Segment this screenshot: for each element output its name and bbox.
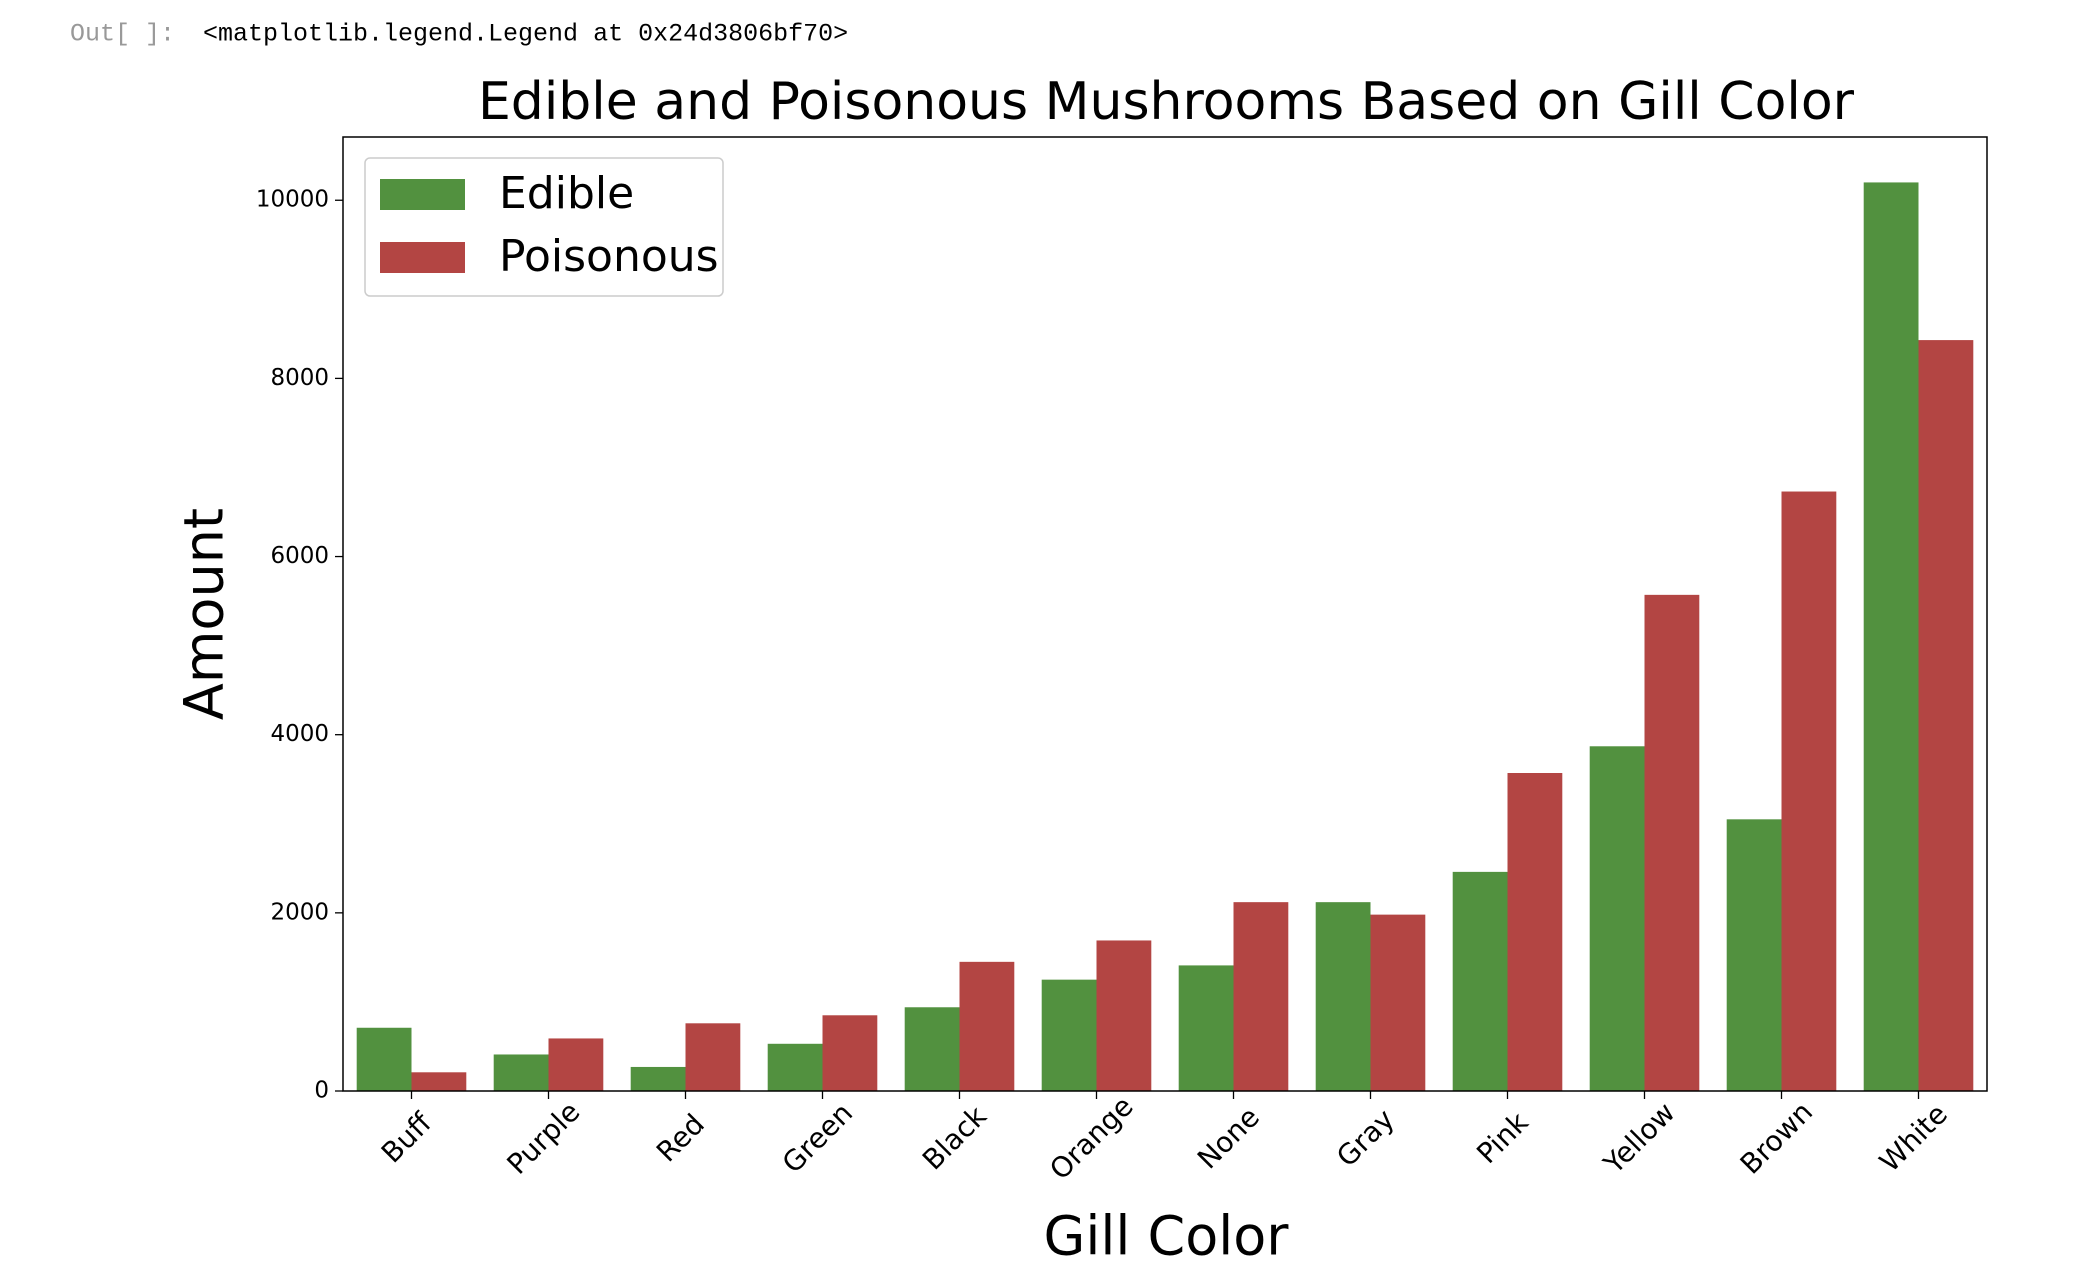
x-tick-label: Yellow	[1597, 1096, 1682, 1181]
chart-title: Edible and Poisonous Mushrooms Based on …	[478, 72, 1855, 132]
legend-swatch	[380, 179, 465, 210]
y-tick-label: 10000	[256, 187, 329, 213]
bar	[904, 1007, 960, 1091]
bar	[1452, 871, 1508, 1091]
plot-frame	[342, 136, 1988, 1092]
bar	[767, 1043, 823, 1091]
bar	[411, 1072, 467, 1091]
bar	[630, 1066, 686, 1091]
bar	[1644, 594, 1700, 1091]
bar	[1370, 914, 1426, 1091]
bar	[1726, 819, 1782, 1091]
bar	[493, 1054, 549, 1091]
y-tick-label: 8000	[270, 365, 329, 391]
legend-label: Edible	[499, 168, 634, 219]
bar	[959, 961, 1015, 1091]
x-tick-label: Orange	[1043, 1090, 1139, 1186]
bar	[1315, 902, 1371, 1091]
bar	[1918, 340, 1974, 1092]
bar	[1041, 979, 1097, 1091]
y-tick-label: 2000	[270, 899, 329, 925]
bar	[1096, 940, 1152, 1091]
bar	[1781, 491, 1837, 1091]
x-tick-label: Red	[650, 1107, 711, 1168]
bar	[1178, 965, 1234, 1091]
x-tick-label: Brown	[1734, 1095, 1819, 1180]
cell-output: <matplotlib.legend.Legend at 0x24d3806bf…	[203, 20, 848, 49]
bar	[1507, 773, 1563, 1091]
y-tick-label: 0	[314, 1078, 329, 1104]
bar	[356, 1027, 412, 1091]
bar	[822, 1015, 878, 1091]
bar	[1233, 902, 1289, 1091]
x-tick-label: Black	[916, 1099, 993, 1176]
x-tick-label: Buff	[375, 1106, 439, 1170]
bar	[548, 1038, 604, 1091]
x-tick-label: None	[1191, 1100, 1266, 1175]
legend-label: Poisonous	[499, 231, 719, 282]
y-tick-label: 4000	[270, 721, 329, 747]
x-tick-label: Gray	[1330, 1103, 1401, 1174]
x-tick-label: Green	[776, 1096, 859, 1179]
bar	[1589, 746, 1645, 1091]
cell-prompt: Out[ ]:	[70, 20, 175, 49]
x-tick-label: White	[1873, 1097, 1954, 1178]
y-tick-label: 6000	[270, 543, 329, 569]
x-tick-label: Pink	[1470, 1105, 1535, 1170]
x-tick-label: Purple	[501, 1095, 587, 1181]
bar	[685, 1023, 741, 1091]
bar	[1863, 182, 1919, 1091]
legend-swatch	[380, 242, 465, 273]
x-axis-label: Gill Color	[1043, 1205, 1289, 1268]
y-axis-label: Amount	[173, 508, 236, 720]
